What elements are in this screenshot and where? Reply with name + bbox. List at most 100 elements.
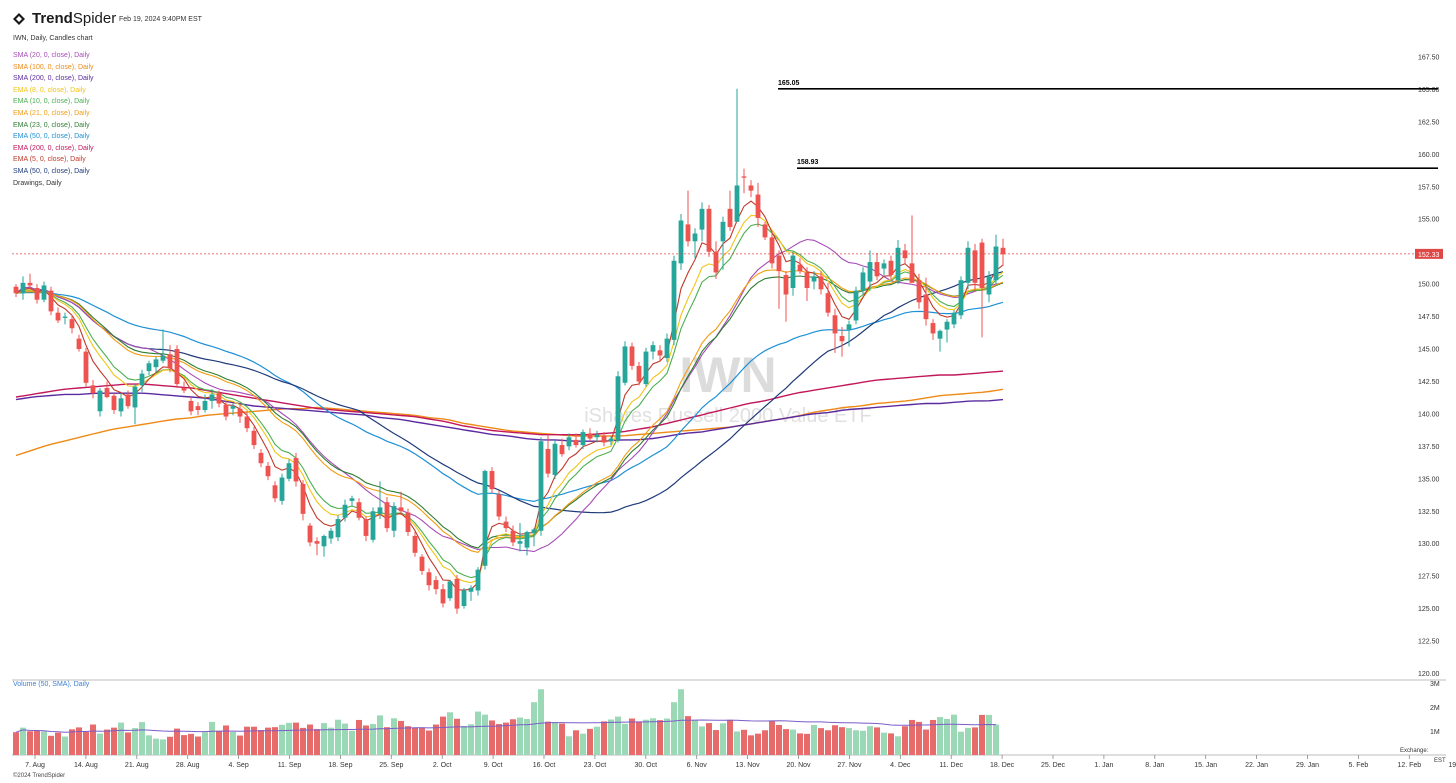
watermark-name: iShares Russell 2000 Value ETF — [584, 405, 872, 427]
candle-body — [13, 286, 19, 294]
legend-item[interactable]: EMA (8, 0, close), Daily — [13, 86, 86, 94]
candle-body — [832, 315, 838, 334]
candle-body — [230, 406, 236, 409]
volume-bar — [643, 719, 649, 755]
volume-bar — [13, 732, 19, 755]
volume-bar — [804, 733, 810, 755]
x-axis-tick-label: 23. Oct — [584, 762, 607, 769]
candle-body — [475, 569, 481, 591]
volume-bar — [293, 722, 299, 755]
candle-body — [853, 290, 859, 321]
volume-bar — [531, 702, 537, 755]
indicator-legend[interactable]: SMA (20, 0, close), Daily SMA (100, 0, cl… — [13, 50, 94, 189]
legend-item[interactable]: EMA (200, 0, close), Daily — [13, 144, 94, 152]
volume-pane-label[interactable]: Volume (50, SMA), Daily — [13, 681, 90, 688]
candle-body — [314, 541, 320, 544]
candle-body — [55, 312, 61, 321]
y-axis-tick-label: 145.00 — [1418, 347, 1440, 354]
volume-bar — [55, 732, 61, 755]
volume-bar — [27, 731, 33, 755]
volume-bar — [923, 729, 929, 755]
candle-body — [510, 530, 516, 543]
candle-body — [160, 355, 166, 361]
candle-body — [111, 395, 117, 411]
candle-body — [251, 430, 257, 446]
volume-bar — [706, 723, 712, 755]
candle-body — [188, 400, 194, 412]
candle-body — [342, 504, 348, 518]
volume-bar — [272, 727, 278, 755]
volume-bar — [447, 712, 453, 755]
candle-body — [356, 502, 362, 518]
candle-body — [90, 385, 96, 394]
volume-bar — [48, 735, 54, 755]
volume-bar — [601, 721, 607, 755]
x-axis-tick-label: 28. Aug — [176, 762, 200, 769]
legend-item[interactable]: EMA (5, 0, close), Daily — [13, 156, 86, 164]
volume-bar — [209, 721, 215, 755]
candle-body — [993, 246, 999, 281]
legend-item[interactable]: EMA (10, 0, close), Daily — [13, 98, 90, 106]
volume-bar — [650, 718, 656, 755]
y-axis-tick-label: 160.00 — [1418, 152, 1440, 159]
legend-item[interactable]: SMA (100, 0, close), Daily — [13, 63, 94, 71]
volume-bar — [104, 729, 110, 755]
volume-bar — [454, 718, 460, 755]
candle-body — [384, 502, 390, 529]
volume-bar — [433, 724, 439, 755]
candle-body — [769, 237, 775, 264]
volume-bar — [741, 729, 747, 755]
volume-bar — [41, 731, 47, 755]
candle-body — [1000, 247, 1006, 255]
candle-body — [104, 387, 110, 398]
volume-bar — [853, 730, 859, 755]
legend-item[interactable]: SMA (20, 0, close), Daily — [13, 52, 90, 59]
candle-body — [713, 251, 719, 273]
candle-body — [699, 208, 705, 230]
volume-bar — [20, 727, 26, 755]
legend-item[interactable]: EMA (23, 0, close), Daily — [13, 121, 90, 129]
candle-body — [286, 463, 292, 479]
candle-body — [573, 439, 579, 446]
volume-bar — [944, 719, 950, 755]
candle-body — [671, 260, 677, 340]
volume-bar — [559, 723, 565, 755]
volume-bar — [517, 717, 523, 755]
volume-bar — [146, 735, 152, 755]
candle-body — [244, 416, 250, 429]
candle-body — [27, 282, 33, 286]
x-axis-tick-label: 21. Aug — [125, 762, 149, 769]
x-axis-tick-label: 4. Dec — [890, 762, 911, 769]
volume-bar — [391, 718, 397, 755]
volume-bar — [937, 717, 943, 755]
x-axis-tick-label: 6. Nov — [687, 762, 708, 769]
legend-item[interactable]: EMA (21, 0, close), Daily — [13, 109, 90, 117]
y-axis-tick-label: 155.00 — [1418, 217, 1440, 224]
candle-body — [636, 365, 642, 382]
ema-50-line — [15, 291, 1004, 503]
candle-body — [601, 435, 607, 443]
volume-sma-line — [15, 719, 997, 733]
horizontal-level-label: 158.93 — [797, 159, 819, 166]
volume-bar — [720, 723, 726, 755]
volume-bar — [657, 720, 663, 755]
volume-bar — [608, 719, 614, 755]
legend-item[interactable]: SMA (200, 0, close), Daily — [13, 75, 94, 83]
legend-item[interactable]: Drawings, Daily — [13, 179, 62, 187]
volume-bar — [237, 735, 243, 755]
volume-bar — [202, 732, 208, 755]
volume-bar — [244, 726, 250, 755]
ema-21-line — [15, 269, 1004, 554]
legend-item[interactable]: SMA (50, 0, close), Daily — [13, 167, 90, 175]
candle-body — [979, 242, 985, 289]
volume-bar — [342, 723, 348, 755]
candle-body — [972, 250, 978, 283]
candle-body — [202, 400, 208, 411]
legend-item[interactable]: EMA (50, 0, close), Daily — [13, 133, 90, 141]
volume-bar — [664, 718, 670, 755]
sma-200-line — [15, 392, 1004, 442]
x-axis-tick-label: 18. Sep — [328, 762, 352, 769]
candle-body — [48, 290, 54, 312]
candle-body — [97, 390, 103, 412]
